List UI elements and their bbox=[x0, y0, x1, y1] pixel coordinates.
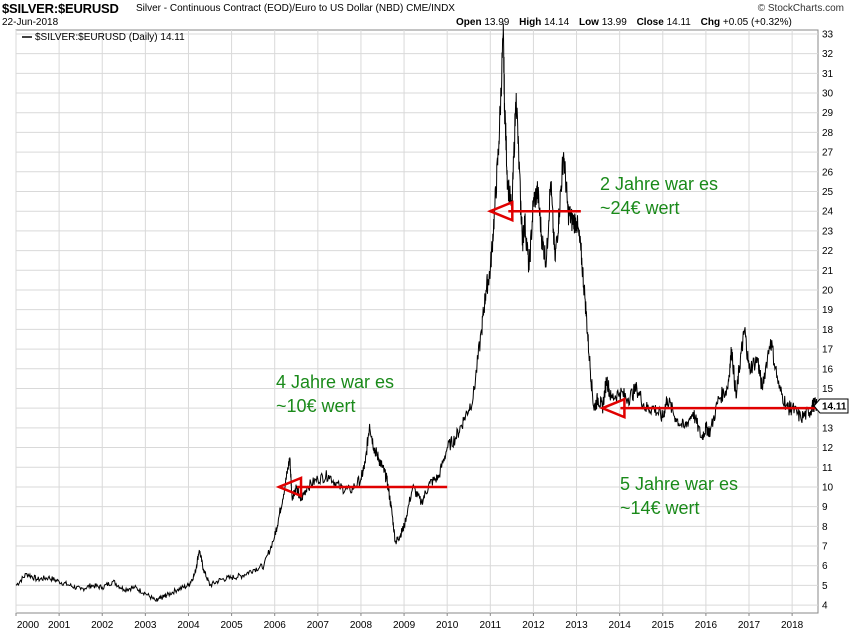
y-tick-label: 31 bbox=[822, 69, 834, 80]
y-tick-label: 29 bbox=[822, 108, 834, 119]
annotation-line1: 5 Jahre war es bbox=[620, 474, 738, 494]
y-tick-label: 28 bbox=[822, 128, 834, 139]
y-tick-label: 6 bbox=[822, 561, 828, 572]
chart-symbol: $SILVER:$EURUSD bbox=[2, 1, 119, 16]
y-tick-label: 18 bbox=[822, 325, 834, 336]
close-label: Close bbox=[636, 17, 664, 28]
x-tick-label: 2013 bbox=[565, 620, 588, 631]
x-tick-label: 2015 bbox=[652, 620, 675, 631]
open-value: 13.99 bbox=[484, 17, 510, 28]
y-axis: 4567891011121314151617181920212223242526… bbox=[822, 29, 834, 611]
plot-area bbox=[15, 29, 819, 614]
annotation-line2: ~10€ wert bbox=[276, 396, 356, 416]
x-tick-label: 2008 bbox=[350, 620, 373, 631]
x-tick-label: 2002 bbox=[91, 620, 114, 631]
y-tick-label: 30 bbox=[822, 89, 834, 100]
x-tick-label: 2011 bbox=[480, 620, 502, 631]
price-line bbox=[15, 23, 819, 603]
annotation-arrowhead bbox=[486, 200, 514, 223]
y-tick-label: 21 bbox=[822, 266, 834, 277]
y-tick-label: 15 bbox=[822, 384, 834, 395]
y-tick-label: 4 bbox=[822, 601, 828, 612]
y-tick-label: 27 bbox=[822, 148, 834, 159]
chart-description: Silver - Continuous Contract (EOD)/Euro … bbox=[136, 3, 455, 14]
x-tick-label: 2003 bbox=[134, 620, 157, 631]
x-tick-label: 2012 bbox=[522, 620, 545, 631]
x-tick-label: 2014 bbox=[609, 620, 632, 631]
ohlc-readout: Open 13.99 High 14.14 Low 13.99 Close 14… bbox=[456, 17, 792, 28]
open-label: Open bbox=[456, 17, 482, 28]
low-label: Low bbox=[578, 17, 599, 28]
x-tick-label: 2007 bbox=[307, 620, 330, 631]
last-value-tag bbox=[813, 398, 849, 414]
chart-date: 22-Jun-2018 bbox=[2, 17, 59, 28]
x-tick-label: 2001 bbox=[48, 620, 71, 631]
annotation-arrows bbox=[275, 200, 818, 498]
y-tick-label: 12 bbox=[822, 443, 834, 454]
annotation-line2: ~24€ wert bbox=[600, 198, 680, 218]
y-tick-label: 19 bbox=[822, 305, 834, 316]
x-tick-label: 2016 bbox=[695, 620, 718, 631]
y-tick-label: 7 bbox=[822, 542, 828, 553]
x-tick-label: 2018 bbox=[781, 620, 804, 631]
x-axis: 2000 2001 2002 2003 2004 2005 2006 2007 2008 2009… bbox=[17, 620, 804, 631]
y-tick-label: 5 bbox=[822, 581, 828, 592]
y-tick-label: 26 bbox=[822, 167, 834, 178]
annotation-line1: 2 Jahre war es bbox=[600, 174, 718, 194]
y-tick-label: 10 bbox=[822, 482, 834, 493]
stockcharts-credit[interactable]: © StockCharts.com bbox=[757, 3, 844, 14]
y-tick-label: 11 bbox=[822, 463, 833, 474]
x-tick-label: 2017 bbox=[738, 620, 761, 631]
last-value-marker: 14.11 bbox=[813, 398, 849, 414]
y-tick-label: 9 bbox=[822, 502, 828, 513]
annotation-texts: 2 Jahre war es ~24€ wert 4 Jahre war es ~10… bbox=[276, 174, 738, 518]
x-tick-label: 2010 bbox=[436, 620, 459, 631]
x-tick-label: 2006 bbox=[264, 620, 287, 631]
annotation-line1: 4 Jahre war es bbox=[276, 372, 394, 392]
y-tick-label: 33 bbox=[822, 29, 834, 40]
y-tick-label: 8 bbox=[822, 522, 828, 533]
y-tick-label: 23 bbox=[822, 226, 834, 237]
annotation-arrowhead bbox=[599, 397, 626, 420]
legend: $SILVER:$EURUSD (Daily) 14.11 bbox=[22, 32, 185, 43]
y-tick-label: 25 bbox=[822, 187, 834, 198]
high-label: High bbox=[519, 17, 542, 28]
x-tick-label: 2004 bbox=[177, 620, 200, 631]
low-value: 13.99 bbox=[601, 17, 627, 28]
annotation-arrowhead bbox=[275, 476, 303, 498]
y-tick-label: 17 bbox=[822, 345, 834, 356]
x-grid bbox=[15, 30, 793, 616]
x-tick-label: 2009 bbox=[393, 620, 416, 631]
high-value: 14.14 bbox=[544, 17, 570, 28]
close-value: 14.11 bbox=[666, 17, 691, 28]
y-tick-label: 24 bbox=[822, 207, 834, 218]
y-tick-label: 22 bbox=[822, 246, 834, 257]
y-tick-label: 16 bbox=[822, 364, 834, 375]
x-tick-label: 2005 bbox=[220, 620, 243, 631]
y-tick-label: 32 bbox=[822, 49, 834, 60]
chg-value: +0.05 (+0.32%) bbox=[722, 17, 792, 28]
last-value-label: 14.11 bbox=[822, 401, 847, 412]
y-tick-label: 13 bbox=[822, 423, 834, 434]
y-tick-label: 20 bbox=[822, 285, 834, 296]
x-tick-label: 2000 bbox=[17, 620, 40, 631]
legend-label: $SILVER:$EURUSD (Daily) 14.11 bbox=[35, 32, 185, 43]
chg-label: Chg bbox=[700, 17, 721, 28]
annotation-line2: ~14€ wert bbox=[620, 498, 700, 518]
